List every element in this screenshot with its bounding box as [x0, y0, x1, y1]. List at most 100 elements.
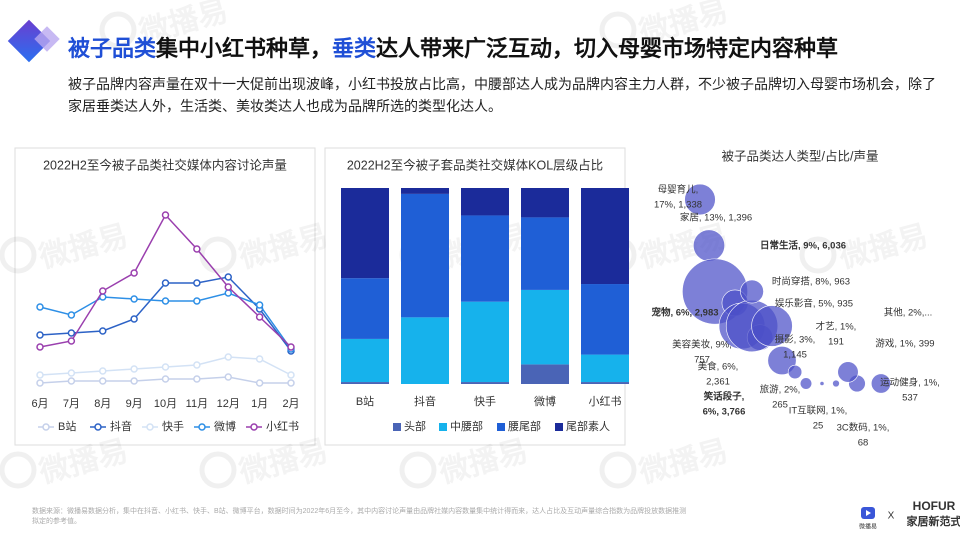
data-label: 运动健身, 1%,: [880, 377, 940, 389]
bar-segment: [521, 289, 569, 365]
x-tick-label: 快手: [474, 394, 496, 408]
point: [36, 303, 44, 311]
logo-text: 家居新范式: [907, 514, 960, 528]
watermark: 微播易: [435, 434, 531, 489]
legend-swatch: [393, 423, 401, 431]
point: [255, 313, 264, 321]
x-tick-label: 抖音: [414, 394, 436, 408]
bubble: [837, 361, 859, 383]
point: [224, 289, 232, 297]
point: [224, 353, 232, 361]
point: [255, 355, 264, 363]
title-segment: 被子品类: [68, 36, 157, 61]
bar-segment: [461, 188, 509, 216]
data-label: 日常生活, 9%, 6,036: [760, 240, 846, 252]
legend-swatch: [555, 423, 563, 431]
logo-icon: [861, 507, 875, 519]
data-label: 191: [828, 337, 844, 348]
data-label: 时尚穿搭, 8%, 963: [772, 276, 850, 288]
data-label: 757: [694, 355, 710, 366]
data-label: 17%, 1,338: [654, 200, 702, 211]
point: [67, 377, 76, 385]
point: [130, 365, 138, 373]
bar-segment: [341, 382, 389, 384]
footnote: 数据来源：微播易数据分析，集中在抖音、小红书、快手、B站、微博平台，数据时间为2…: [32, 508, 687, 525]
legend-label: 中腰部: [450, 419, 483, 433]
watermark-icon: [0, 451, 37, 489]
data-label: 68: [858, 438, 869, 449]
x-tick-label: 微博: [534, 394, 556, 408]
legend-label: 微博: [214, 419, 236, 433]
bar-segment: [401, 193, 449, 318]
title-segment: 集中小红书种草，: [156, 36, 333, 61]
watermark-icon: [0, 236, 37, 274]
title-segment: 达人带来广泛互动，切入母婴市场特定内容种草: [376, 36, 839, 61]
legend-label: 头部: [404, 419, 426, 433]
logo-text: 微播易: [859, 523, 877, 531]
bubble: [767, 345, 797, 376]
data-label: 宠物, 6%, 2,983: [651, 307, 718, 319]
point: [36, 371, 44, 379]
point: [161, 279, 170, 287]
chart-title: 2022H2至今被子套品类社交媒体KOL层级占比: [347, 157, 603, 172]
point: [161, 297, 170, 305]
watermark: 微播易: [35, 219, 131, 274]
x-tick-label: 9月: [126, 398, 143, 410]
legend-swatch: [198, 423, 206, 431]
x-tick-label: 8月: [94, 398, 111, 410]
watermark: 微播易: [35, 434, 131, 489]
data-label: 家居, 13%, 1,396: [680, 212, 752, 224]
legend-label: 尾部素人: [566, 419, 610, 433]
watermark-icon: [599, 451, 637, 489]
data-label: 娱乐影音, 5%, 935: [775, 298, 853, 310]
watermark: 微播易: [235, 219, 331, 274]
legend-label: B站: [58, 419, 76, 433]
bar-segment: [581, 188, 629, 285]
data-label: IT互联网, 1%,: [789, 406, 848, 417]
bar-segment: [341, 278, 389, 339]
data-label: 母婴育儿,: [658, 184, 699, 196]
bar-segment: [521, 364, 569, 384]
data-label: 其他, 2%,...: [884, 307, 933, 319]
point: [36, 343, 44, 351]
legend-swatch: [497, 423, 505, 431]
data-label: 6%, 3,766: [703, 407, 746, 418]
point: [287, 371, 295, 379]
data-label: 537: [902, 393, 918, 404]
point: [287, 379, 295, 387]
legend-swatch: [146, 423, 154, 431]
data-label: 才艺, 1%,: [816, 321, 857, 333]
data-label: 旅游, 2%,: [760, 384, 801, 396]
bubble: [693, 229, 725, 262]
watermark-icon: [199, 236, 237, 274]
data-label: 笑话段子,: [703, 391, 745, 403]
point: [193, 375, 201, 383]
watermark-icon: [799, 236, 837, 274]
title: 被子品类集中小红书种草，垂类达人带来广泛互动，切入母婴市场特定内容种草: [68, 31, 838, 63]
watermark: 微播易: [235, 434, 331, 489]
legend-swatch: [439, 423, 447, 431]
bar-segment: [461, 301, 509, 383]
series-line: [39, 276, 292, 352]
x-tick-label: 11月: [186, 398, 208, 410]
chart-title: 2022H2至今被子品类社交媒体内容讨论声量: [43, 157, 287, 172]
watermark: 微播易: [835, 219, 931, 274]
bar-segment: [341, 338, 389, 383]
data-label: 25: [813, 421, 824, 432]
watermark-icon: [399, 451, 437, 489]
point: [67, 369, 76, 377]
legend-swatch: [250, 423, 258, 431]
point: [193, 279, 201, 287]
bubble: [787, 364, 803, 380]
point: [255, 379, 264, 387]
x-tick-label: 10月: [154, 398, 177, 410]
legend-swatch: [42, 423, 50, 431]
bubble: [751, 305, 793, 347]
bar-segment: [461, 382, 509, 384]
description: 被子品牌内容声量在双十一大促前出现波峰，小红书投放占比高，中腰部达人成为品牌内容…: [68, 76, 936, 114]
logo-text: HOFUR: [913, 499, 956, 513]
point: [224, 283, 232, 291]
point: [224, 273, 232, 281]
legend-swatch: [94, 423, 102, 431]
watermark-icon: [99, 11, 137, 49]
